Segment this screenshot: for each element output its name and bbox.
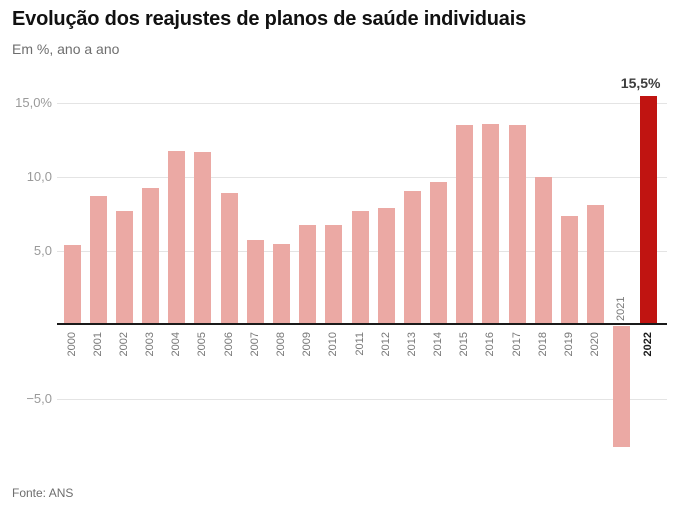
y-tick-label-15: 15,0% — [15, 95, 52, 110]
x-tick-label-2004: 2004 — [170, 332, 183, 357]
bar-2000 — [63, 244, 81, 325]
bar-2020 — [587, 204, 605, 325]
x-tick-label-2022: 2022 — [641, 332, 654, 357]
x-tick-label-2017: 2017 — [510, 332, 523, 357]
x-tick-label-2007: 2007 — [248, 332, 261, 357]
x-tick-label-2016: 2016 — [484, 332, 497, 357]
bar-2013 — [403, 191, 421, 325]
x-tick-label-2005: 2005 — [196, 332, 209, 357]
bar-2018 — [534, 177, 552, 325]
x-tick-label-2019: 2019 — [562, 332, 575, 357]
y-tick-label-5: 5,0 — [33, 243, 52, 258]
bar-2004 — [168, 151, 186, 325]
x-tick-label-2011: 2011 — [353, 332, 366, 356]
x-tick-label-2009: 2009 — [301, 332, 314, 357]
gridline-15 — [57, 103, 667, 104]
x-tick-label-2000: 2000 — [65, 332, 78, 357]
bar-2006 — [220, 193, 238, 325]
bar-2017 — [508, 124, 526, 325]
x-tick-label-2002: 2002 — [117, 332, 130, 357]
x-tick-label-2021: 2021 — [615, 296, 628, 321]
x-tick-label-2008: 2008 — [274, 332, 287, 357]
bar-2009 — [299, 225, 317, 325]
gridline-10 — [57, 177, 667, 178]
x-tick-label-2001: 2001 — [91, 332, 104, 357]
x-tick-label-2014: 2014 — [432, 332, 444, 357]
bar-2001 — [89, 196, 107, 325]
bar-2007 — [246, 239, 264, 325]
x-tick-label-2010: 2010 — [327, 332, 340, 357]
bar-2019 — [560, 216, 578, 325]
x-tick-label-2020: 2020 — [589, 332, 602, 357]
highlight-value-label: 15,5% — [620, 75, 661, 91]
bar-2011 — [351, 211, 369, 325]
x-axis-line — [57, 323, 667, 325]
x-tick-label-2018: 2018 — [536, 332, 549, 357]
chart-subtitle: Em %, ano a ano — [12, 41, 120, 57]
bar-2016 — [482, 124, 500, 325]
x-tick-label-2013: 2013 — [405, 332, 418, 357]
bar-2021 — [613, 326, 631, 448]
chart-title: Evolução dos reajustes de planos de saúd… — [12, 8, 526, 30]
bar-2022 — [639, 95, 657, 325]
bar-2014 — [430, 182, 447, 325]
bar-2005 — [194, 152, 212, 325]
x-tick-label-2003: 2003 — [144, 332, 156, 357]
y-tick-label-10: 10,0 — [26, 169, 52, 184]
x-tick-label-2006: 2006 — [222, 332, 235, 357]
bar-2002 — [115, 211, 133, 325]
bar-2008 — [272, 243, 290, 325]
x-tick-label-2012: 2012 — [379, 332, 392, 357]
bar-2003 — [142, 187, 159, 325]
gridline--5 — [57, 399, 667, 400]
bar-2012 — [377, 207, 395, 325]
bar-2015 — [456, 124, 474, 325]
y-tick-label--5: −5,0 — [26, 391, 52, 406]
source-note: Fonte: ANS — [12, 486, 74, 500]
bar-2010 — [325, 225, 343, 325]
x-tick-label-2015: 2015 — [458, 332, 471, 357]
